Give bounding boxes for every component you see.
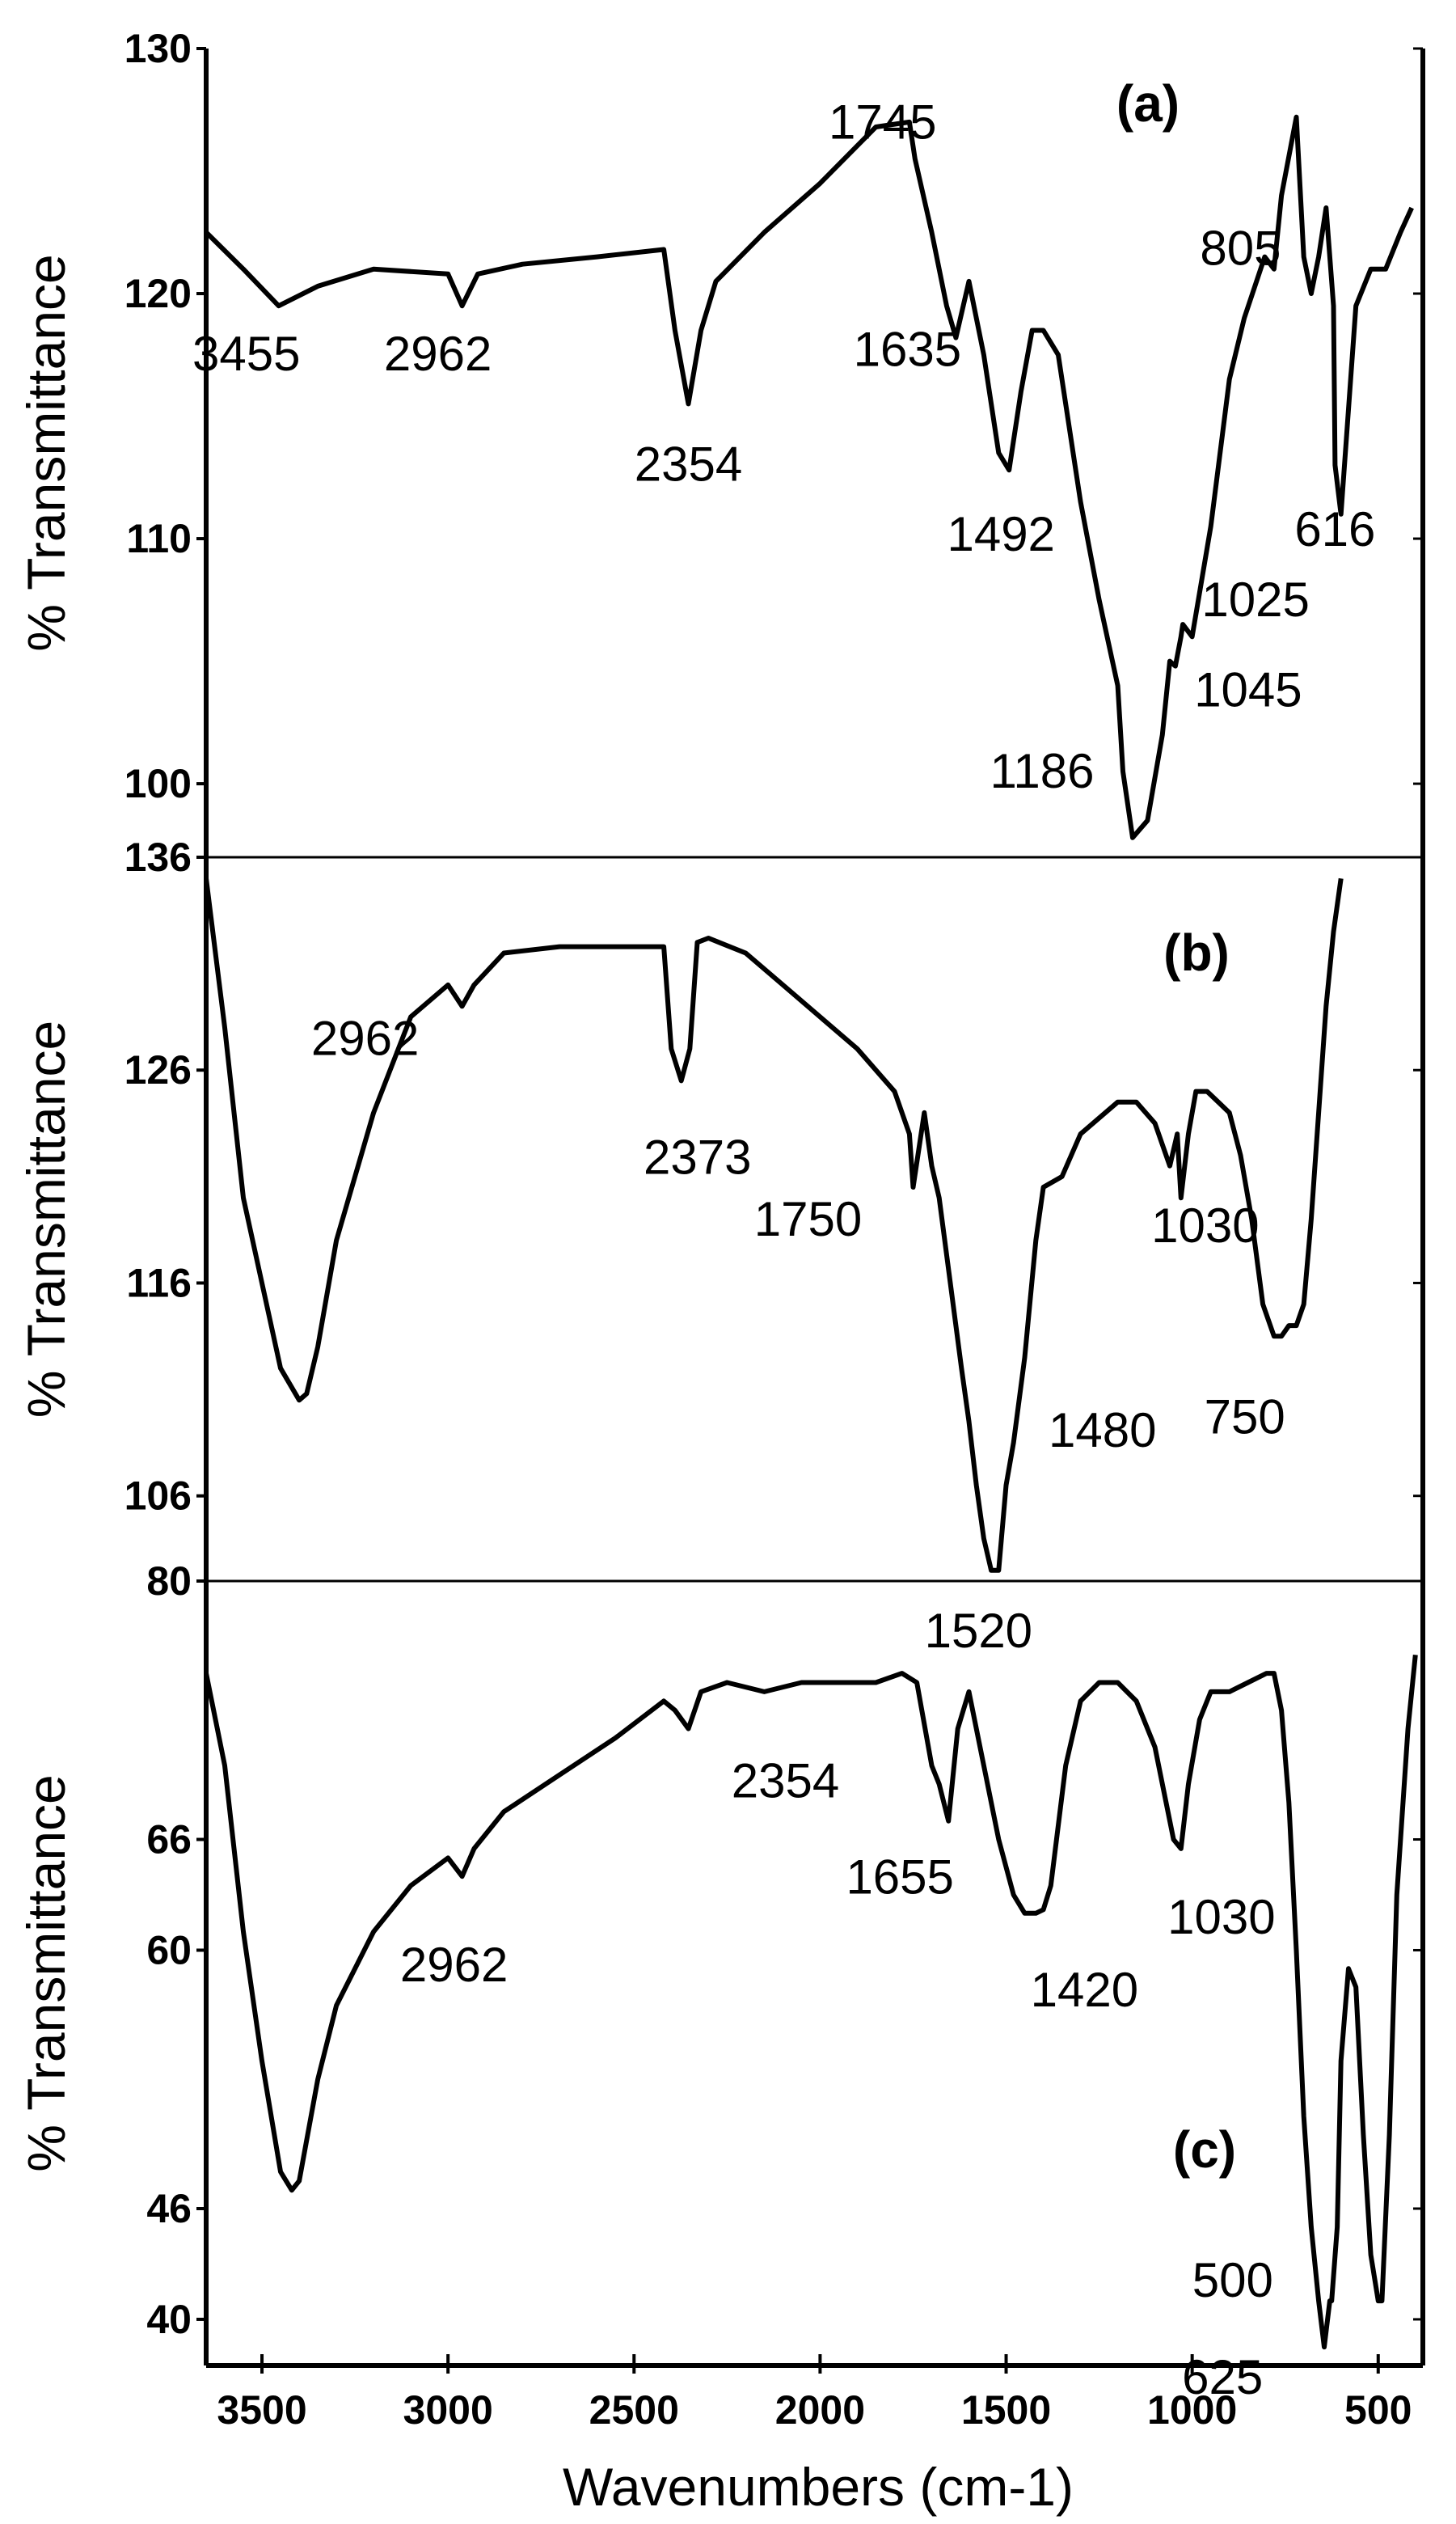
x-tick-label: 3000 (403, 2387, 493, 2433)
peak-label-2354: 2354 (732, 1754, 839, 1808)
x-tick-label: 2500 (589, 2387, 679, 2433)
y-tick-label: 120 (124, 271, 192, 316)
peak-label-1655: 1655 (846, 1850, 953, 1905)
peak-label-2354: 2354 (635, 437, 742, 491)
y-tick-label: 126 (124, 1047, 192, 1093)
y-tick-label: 46 (146, 2186, 192, 2231)
peak-label-2962: 2962 (311, 1011, 419, 1065)
peak-label-1492: 1492 (947, 507, 1054, 561)
panel-a: 100 110 120 130 % Transmittance 3455 2962 2354 1… (16, 26, 1423, 840)
peak-label-1186: 1186 (990, 744, 1095, 798)
x-axis: 3500 3000 2500 2000 1500 1000 500 (217, 2354, 1412, 2433)
y-tick-label: 80 (146, 1558, 192, 1604)
peak-label-625: 625 (1182, 2350, 1263, 2404)
x-tick-label: 3500 (217, 2387, 306, 2433)
peak-label-2373: 2373 (644, 1130, 751, 1184)
y-tick-label: 106 (124, 1473, 192, 1519)
y-axis-title: % Transmittance (16, 1021, 76, 1418)
peak-label-616: 616 (1294, 502, 1375, 556)
x-tick-label: 2000 (775, 2387, 865, 2433)
y-tick-label: 100 (124, 761, 192, 806)
peak-label-1030: 1030 (1167, 1890, 1275, 1944)
peak-label-2962: 2962 (384, 327, 492, 381)
y-tick-label: 130 (124, 26, 192, 71)
y-axis-title: % Transmittance (16, 1774, 76, 2172)
peak-label-1745: 1745 (829, 95, 936, 149)
y-tick-label: 136 (124, 835, 192, 880)
y-axis-title: % Transmittance (16, 254, 76, 652)
peak-label-1750: 1750 (754, 1192, 862, 1246)
peak-label-1480: 1480 (1049, 1403, 1156, 1457)
spectrum-line (204, 1654, 1418, 2350)
peak-label-1635: 1635 (854, 323, 961, 377)
peak-label-3455: 3455 (192, 327, 300, 381)
panel-tag: (b) (1163, 924, 1230, 982)
y-tick-label: 110 (126, 516, 192, 561)
spectrum-line (204, 877, 1344, 1573)
spectrum-line (204, 114, 1414, 840)
peak-label-1030: 1030 (1151, 1199, 1259, 1253)
panel-tag: (c) (1173, 2120, 1236, 2179)
peak-label-2962: 2962 (400, 1938, 508, 1992)
peak-label-805: 805 (1200, 222, 1281, 276)
y-tick-label: 116 (126, 1260, 192, 1305)
y-tick-label: 40 (146, 2297, 192, 2342)
peak-label-750: 750 (1205, 1389, 1285, 1444)
x-tick-label: 500 (1344, 2387, 1412, 2433)
peak-label-1045: 1045 (1194, 663, 1302, 717)
x-tick-label: 1500 (961, 2387, 1051, 2433)
x-tick-label: 1000 (1147, 2387, 1237, 2433)
peak-label-500: 500 (1192, 2253, 1273, 2307)
x-axis-title: Wavenumbers (cm-1) (563, 2457, 1074, 2517)
panel-tag: (a) (1116, 74, 1180, 133)
peak-label-1420: 1420 (1031, 1963, 1138, 2017)
peak-label-1025: 1025 (1201, 573, 1309, 627)
peak-label-1520: 1520 (925, 1604, 1032, 1658)
y-tick-label: 66 (146, 1817, 192, 1862)
y-tick-label: 60 (146, 1927, 192, 1972)
plot-frame (204, 49, 1425, 2368)
